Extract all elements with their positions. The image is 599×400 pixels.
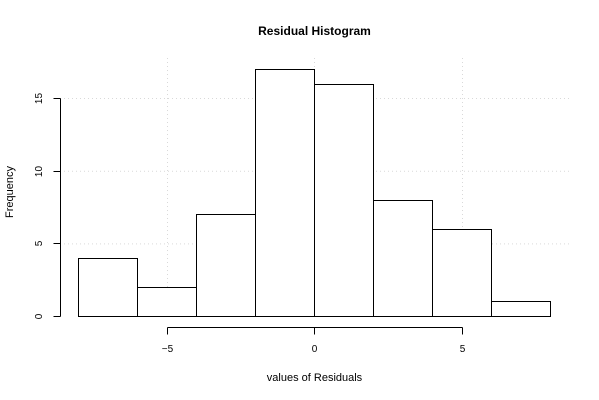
- y-tick-label-0: 0: [34, 313, 45, 319]
- histogram-bar-1: [137, 287, 197, 317]
- x-tick-label-1: 0: [312, 344, 318, 355]
- x-tick-label-0: −5: [162, 344, 174, 355]
- y-tick-label-1: 5: [34, 240, 45, 246]
- y-tick-label-2: 10: [34, 166, 45, 178]
- x-axis-label: values of Residuals: [267, 372, 363, 384]
- y-axis-label: Frequency: [4, 166, 16, 218]
- chart-title: Residual Histogram: [258, 24, 371, 38]
- y-axis: 0 5 10 15: [34, 93, 61, 319]
- x-tick-label-2: 5: [460, 344, 466, 355]
- histogram-bar-0: [78, 258, 138, 317]
- x-axis: −5 0 5: [162, 327, 466, 355]
- bars-layer: [78, 69, 551, 317]
- histogram-bar-4: [314, 84, 374, 317]
- histogram-bar-7: [491, 301, 551, 317]
- y-tick-label-3: 15: [34, 93, 45, 105]
- histogram-bar-6: [432, 229, 492, 317]
- histogram-bar-5: [373, 200, 433, 317]
- histogram-bar-3: [255, 69, 315, 317]
- histogram-bar-2: [196, 214, 256, 317]
